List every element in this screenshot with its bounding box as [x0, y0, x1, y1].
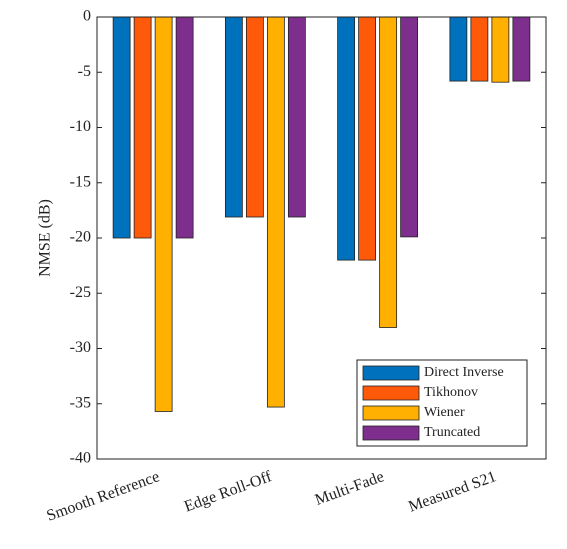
y-tick-label: -15 [70, 173, 91, 190]
bar [133, 16, 152, 239]
bar [245, 16, 264, 218]
legend-label: Wiener [424, 405, 465, 420]
bar [175, 16, 194, 239]
y-tick-label: -25 [70, 284, 91, 301]
legend-swatch [362, 365, 420, 381]
y-tick-label: -30 [70, 339, 91, 356]
bar [112, 16, 131, 239]
bar [491, 16, 510, 83]
y-tick-label: -5 [78, 63, 91, 80]
bar [337, 16, 356, 261]
bar [400, 16, 419, 238]
y-tick-label: -20 [70, 229, 91, 246]
legend-label: Tikhonov [424, 385, 478, 400]
bar [470, 16, 489, 82]
bar [224, 16, 243, 218]
x-tick-label: Edge Roll-Off [182, 468, 275, 516]
bar [154, 16, 173, 412]
bar [379, 16, 398, 328]
bar [512, 16, 531, 82]
y-tick-label: -40 [70, 450, 91, 467]
bar [358, 16, 377, 261]
legend: Direct Inverse Tikhonov Wiener Truncated [356, 359, 528, 447]
y-tick-label: 0 [83, 8, 91, 25]
legend-swatch [362, 425, 420, 441]
bar [266, 16, 285, 408]
bar [287, 16, 306, 218]
x-tick-label: Multi-Fade [313, 468, 386, 509]
x-tick-label: Measured S21 [406, 468, 498, 515]
bar [449, 16, 468, 82]
legend-swatch [362, 405, 420, 421]
legend-label: Truncated [424, 425, 480, 440]
y-axis-label: NMSE (dB) [37, 199, 54, 277]
y-tick-label: -35 [70, 394, 91, 411]
legend-swatch [362, 385, 420, 401]
y-tick-label: -10 [70, 118, 91, 135]
x-tick-label: Smooth Reference [44, 468, 161, 525]
legend-label: Direct Inverse [424, 365, 504, 380]
